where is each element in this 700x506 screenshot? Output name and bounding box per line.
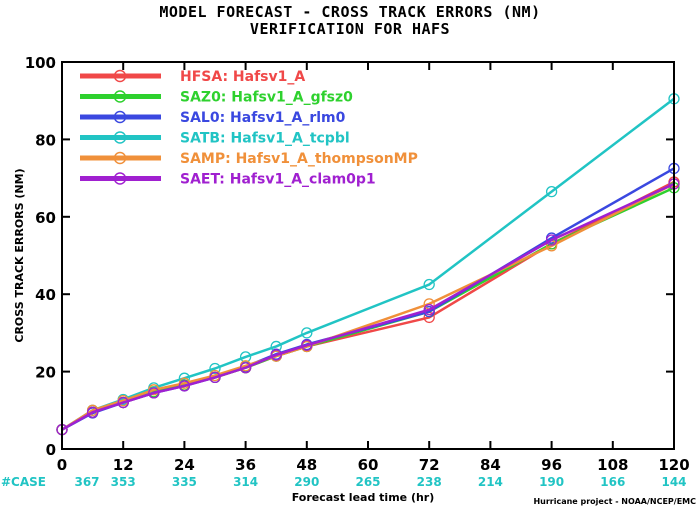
- data-point: [301, 327, 313, 339]
- data-point: [239, 351, 252, 363]
- series-line: [61, 97, 675, 431]
- x-axis-label: Forecast lead time (hr): [292, 491, 435, 504]
- y-tick-label: 60: [35, 209, 56, 227]
- data-point: [148, 384, 160, 396]
- data-point: [423, 304, 435, 316]
- data-point: [270, 349, 282, 361]
- data-point: [178, 380, 191, 392]
- legend-swatch-marker: [113, 110, 127, 124]
- legend-swatch-marker: [113, 69, 127, 83]
- data-point: [545, 185, 558, 198]
- case-count: 314: [233, 475, 258, 489]
- case-count: 190: [539, 475, 564, 489]
- legend-swatch-marker: [113, 172, 127, 185]
- x-tick-label: 96: [541, 456, 562, 474]
- x-tick-label: 36: [235, 456, 256, 474]
- case-count: 144: [661, 475, 686, 489]
- y-tick-label: 80: [35, 131, 56, 149]
- x-tick-label: 84: [480, 456, 501, 474]
- y-tick-label: 40: [35, 286, 56, 304]
- legend-swatch-marker: [113, 90, 127, 103]
- legend-swatch-marker: [113, 131, 127, 144]
- data-point: [209, 371, 221, 384]
- data-point: [178, 377, 191, 389]
- data-point: [545, 234, 558, 246]
- data-point: [301, 339, 313, 351]
- chart-subtitle: VERIFICATION FOR HAFS: [249, 20, 451, 38]
- x-tick-label: 108: [597, 456, 628, 474]
- data-point: [239, 362, 252, 374]
- y-tick-label: 100: [25, 54, 56, 72]
- y-tick-label: 0: [46, 441, 56, 459]
- data-point: [148, 387, 160, 399]
- case-count: 238: [417, 475, 442, 489]
- legend-swatch-marker: [113, 151, 127, 165]
- legend: HFSA: Hafsv1_A SAZ0: Hafsv1_A_gfsz0 SAL0: …: [80, 69, 418, 188]
- chart-title: MODEL FORECAST - CROSS TRACK ERRORS (NM): [159, 3, 541, 21]
- x-tick-label: 120: [658, 456, 689, 474]
- x-tick-label: 12: [113, 456, 134, 474]
- data-point: [117, 396, 129, 409]
- legend-entry: SAET: Hafsv1_A_clam0p1: [180, 172, 376, 188]
- legend-entry: SAMP: Hafsv1_A_thompsonMP: [180, 151, 418, 167]
- x-tick-label: 60: [358, 456, 379, 474]
- y-tick-label: 20: [35, 364, 56, 382]
- case-count: 265: [355, 475, 380, 489]
- legend-entry: HFSA: Hafsv1_A: [180, 69, 305, 85]
- case-count: 353: [111, 475, 136, 489]
- series-layer: [56, 93, 680, 436]
- data-point: [209, 362, 221, 375]
- legend-entry: SAZ0: Hafsv1_A_gfsz0: [180, 90, 353, 106]
- case-count: 367: [74, 475, 99, 489]
- x-tick-label: 24: [174, 456, 195, 474]
- y-axis-label: CROSS TRACK ERRORS (NM): [13, 168, 26, 342]
- x-tick-label: 0: [57, 456, 67, 474]
- case-count: 214: [478, 475, 503, 489]
- data-point: [423, 278, 435, 291]
- legend-entry: SAL0: Hafsv1_A_rlm0: [180, 110, 346, 126]
- case-count-label: #CASE: [1, 475, 46, 489]
- data-point: [86, 406, 99, 418]
- case-count: 166: [600, 475, 625, 489]
- legend-entry: SATB: Hafsv1_A_tcpbl: [180, 131, 350, 147]
- x-tick-label: 48: [296, 456, 317, 474]
- axes: 0204060801000367123532433536314482906026…: [25, 54, 690, 489]
- case-count: 335: [172, 475, 197, 489]
- case-count: 290: [294, 475, 319, 489]
- credit-text: Hurricane project - NOAA/NCEP/EMC: [533, 497, 696, 506]
- x-tick-label: 72: [419, 456, 440, 474]
